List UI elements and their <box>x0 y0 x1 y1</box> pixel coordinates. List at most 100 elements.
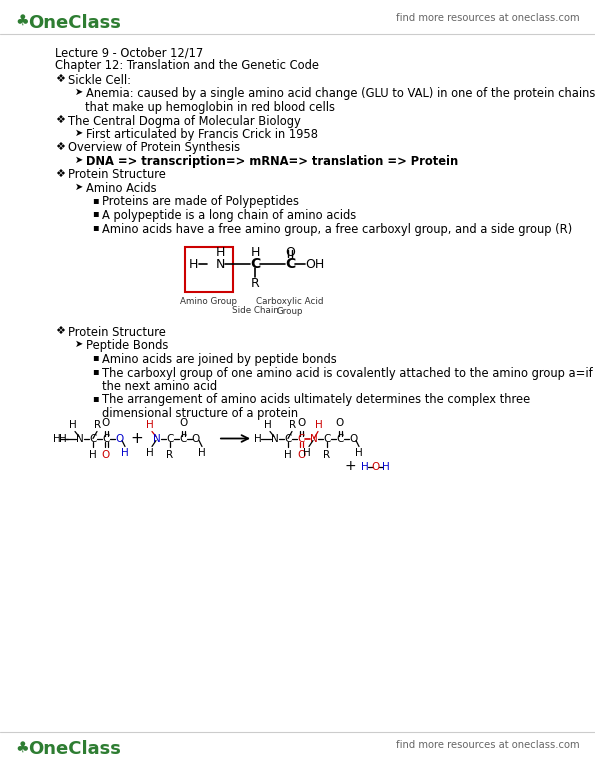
Text: N: N <box>153 434 161 444</box>
Text: C: C <box>89 434 96 444</box>
Text: +: + <box>131 431 143 446</box>
Text: C: C <box>250 257 260 271</box>
Text: ▪: ▪ <box>92 393 99 403</box>
Text: OH: OH <box>305 257 324 270</box>
Text: find more resources at oneclass.com: find more resources at oneclass.com <box>396 13 580 23</box>
Text: Amino acids are joined by peptide bonds: Amino acids are joined by peptide bonds <box>102 353 337 366</box>
Text: H: H <box>146 420 154 430</box>
Text: H: H <box>121 447 129 457</box>
Text: N: N <box>310 434 318 444</box>
Text: H: H <box>254 434 262 444</box>
Text: N: N <box>76 434 84 444</box>
Text: that make up hemoglobin in red blood cells: that make up hemoglobin in red blood cel… <box>85 101 335 114</box>
Text: R: R <box>324 450 331 460</box>
Text: +: + <box>344 460 356 474</box>
Text: ❖: ❖ <box>55 74 65 84</box>
Text: ▪: ▪ <box>92 195 99 205</box>
Text: Carboxylic Acid
Group: Carboxylic Acid Group <box>256 297 324 316</box>
Text: OneClass: OneClass <box>28 14 121 32</box>
Text: ♣: ♣ <box>15 13 29 28</box>
Text: C: C <box>284 434 292 444</box>
Text: H: H <box>188 257 198 270</box>
Text: ❖: ❖ <box>55 115 65 125</box>
Text: H: H <box>303 448 311 458</box>
Text: H: H <box>146 448 154 458</box>
Text: C: C <box>102 434 109 444</box>
Text: Overview of Protein Synthesis: Overview of Protein Synthesis <box>68 142 240 155</box>
Text: H: H <box>284 450 292 460</box>
Text: A polypeptide is a long chain of amino acids: A polypeptide is a long chain of amino a… <box>102 209 356 222</box>
Text: R: R <box>95 420 102 430</box>
Text: H: H <box>69 420 77 430</box>
Text: ▪: ▪ <box>92 222 99 232</box>
Text: H: H <box>382 461 390 471</box>
Text: Peptide Bonds: Peptide Bonds <box>86 340 168 353</box>
Text: Amino Group: Amino Group <box>180 297 237 306</box>
Text: The Central Dogma of Molecular Biology: The Central Dogma of Molecular Biology <box>68 115 300 128</box>
Text: Chapter 12: Translation and the Genetic Code: Chapter 12: Translation and the Genetic … <box>55 59 319 72</box>
Text: ❖: ❖ <box>55 169 65 179</box>
Text: ➤: ➤ <box>75 87 83 97</box>
Text: H: H <box>89 450 97 460</box>
Text: O: O <box>192 434 200 444</box>
Text: H: H <box>59 434 67 444</box>
Text: H: H <box>250 246 259 259</box>
Text: The carboxyl group of one amino acid is covalently attached to the amino group a: The carboxyl group of one amino acid is … <box>102 367 593 380</box>
Bar <box>185 247 233 292</box>
Text: H: H <box>264 420 272 430</box>
Text: H: H <box>361 461 369 471</box>
Text: H: H <box>355 447 363 457</box>
Text: ▪: ▪ <box>92 209 99 219</box>
Text: ❖: ❖ <box>55 142 65 152</box>
Text: O: O <box>349 434 357 444</box>
Text: Protein Structure: Protein Structure <box>68 169 166 182</box>
Text: ➤: ➤ <box>75 155 83 165</box>
Text: ➤: ➤ <box>75 128 83 138</box>
Text: H: H <box>198 447 206 457</box>
Text: O: O <box>179 417 187 427</box>
Text: O: O <box>297 450 305 460</box>
Text: C: C <box>179 434 187 444</box>
Text: H: H <box>215 246 225 259</box>
Text: First articulated by Francis Crick in 1958: First articulated by Francis Crick in 19… <box>86 128 318 141</box>
Text: dimensional structure of a protein: dimensional structure of a protein <box>102 407 298 420</box>
Text: Protein Structure: Protein Structure <box>68 326 166 339</box>
Text: O: O <box>336 417 344 427</box>
Text: ➤: ➤ <box>75 339 83 349</box>
Text: N: N <box>215 257 225 270</box>
Text: O: O <box>102 417 110 427</box>
Text: R: R <box>167 450 174 460</box>
Text: O: O <box>115 434 123 444</box>
Text: Amino acids have a free amino group, a free carboxyl group, and a side group (R): Amino acids have a free amino group, a f… <box>102 223 572 236</box>
Text: C: C <box>323 434 331 444</box>
Text: Side Chain: Side Chain <box>231 306 278 315</box>
Text: R: R <box>250 277 259 290</box>
Text: ❖: ❖ <box>55 326 65 336</box>
Text: H: H <box>53 434 61 444</box>
Text: The arrangement of amino acids ultimately determines the complex three: The arrangement of amino acids ultimatel… <box>102 393 530 407</box>
Text: C: C <box>336 434 344 444</box>
Text: C: C <box>298 434 305 444</box>
Text: C: C <box>285 257 295 271</box>
Text: the next amino acid: the next amino acid <box>102 380 217 393</box>
Text: R: R <box>289 420 296 430</box>
Text: Anemia: caused by a single amino acid change (GLU to VAL) in one of the protein : Anemia: caused by a single amino acid ch… <box>86 88 595 101</box>
Text: O: O <box>297 417 305 427</box>
Text: Amino Acids: Amino Acids <box>86 182 156 195</box>
Text: Sickle Cell:: Sickle Cell: <box>68 74 131 87</box>
Text: OneClass: OneClass <box>28 740 121 758</box>
Text: H: H <box>315 420 323 430</box>
Text: O: O <box>372 461 380 471</box>
Text: O: O <box>102 450 110 460</box>
Text: DNA => transcription=> mRNA=> translation => Protein: DNA => transcription=> mRNA=> translatio… <box>86 155 458 168</box>
Text: ▪: ▪ <box>92 353 99 363</box>
Text: Lecture 9 - October 12/17: Lecture 9 - October 12/17 <box>55 46 203 59</box>
Text: ▪: ▪ <box>92 366 99 376</box>
Text: find more resources at oneclass.com: find more resources at oneclass.com <box>396 740 580 750</box>
Text: O: O <box>285 246 295 259</box>
Text: Proteins are made of Polypeptides: Proteins are made of Polypeptides <box>102 196 299 209</box>
Text: ➤: ➤ <box>75 182 83 192</box>
Text: C: C <box>167 434 174 444</box>
Text: ♣: ♣ <box>15 740 29 755</box>
Text: N: N <box>271 434 279 444</box>
